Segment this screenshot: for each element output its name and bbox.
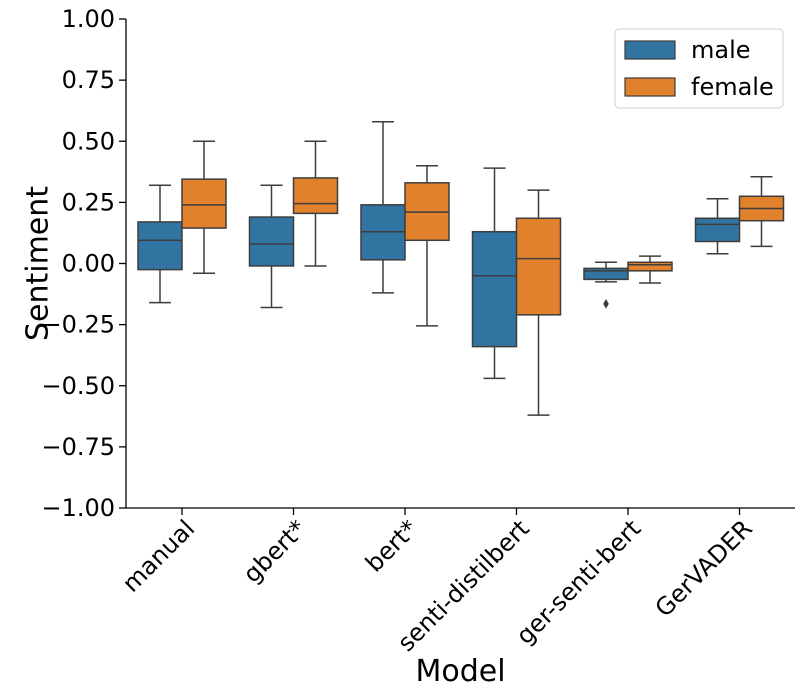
- y-axis-title: Sentiment: [21, 186, 56, 341]
- y-tick-label: 0.75: [62, 66, 115, 94]
- series-female: [181, 140, 785, 416]
- box-male-2: [360, 120, 406, 294]
- iqr-box: [694, 217, 741, 243]
- y-axis-ticks: 1.00 0.75 0.50 0.25 0.00 −0.25 −0.50 −0.75 −1.00: [41, 5, 126, 522]
- legend-swatch-female: [624, 77, 676, 97]
- iqr-box: [181, 178, 227, 229]
- box-female-1: [292, 140, 339, 267]
- y-tick-label: −1.00: [41, 494, 115, 522]
- legend-label-female: female: [691, 73, 774, 101]
- y-tick-label: 0.00: [62, 250, 115, 278]
- series-male: [137, 120, 741, 380]
- y-tick-label: −0.50: [41, 372, 115, 400]
- box-male-5: [694, 197, 741, 255]
- y-tick-label: 1.00: [62, 5, 115, 33]
- box-male-3: [471, 167, 518, 380]
- outlier-marker: [603, 299, 609, 309]
- x-tick-label: gbert*: [238, 514, 312, 588]
- legend: male female: [614, 28, 784, 109]
- box-female-5: [738, 175, 785, 248]
- y-tick-label: 0.25: [62, 188, 115, 216]
- y-tick-label: 0.50: [62, 127, 115, 155]
- box-female-2: [404, 164, 450, 327]
- iqr-box: [248, 216, 295, 267]
- y-tick-label: −0.25: [41, 311, 115, 339]
- iqr-box: [627, 261, 673, 272]
- legend-label-male: male: [691, 36, 751, 64]
- x-axis-title: Model: [415, 654, 505, 689]
- box-male-1: [248, 184, 295, 309]
- iqr-box: [292, 177, 339, 215]
- legend-swatch-male: [624, 40, 676, 60]
- box-male-4: [583, 261, 629, 309]
- box-male-0: [137, 184, 183, 304]
- iqr-box: [583, 267, 629, 281]
- x-axis-ticks: manual gbert* bert*senti-distilbertger-sen…: [117, 508, 758, 657]
- box-female-0: [181, 140, 227, 275]
- iqr-box: [515, 217, 562, 316]
- x-tick-label: GerVADER: [650, 514, 758, 622]
- iqr-box: [471, 230, 518, 348]
- box-female-4: [627, 255, 673, 284]
- x-tick-label: bert*: [360, 514, 423, 577]
- box-female-3: [515, 189, 562, 416]
- x-tick-label: manual: [117, 514, 200, 597]
- y-tick-label: −0.75: [41, 433, 115, 461]
- iqr-box: [137, 221, 183, 271]
- box-series-layer: [137, 120, 785, 416]
